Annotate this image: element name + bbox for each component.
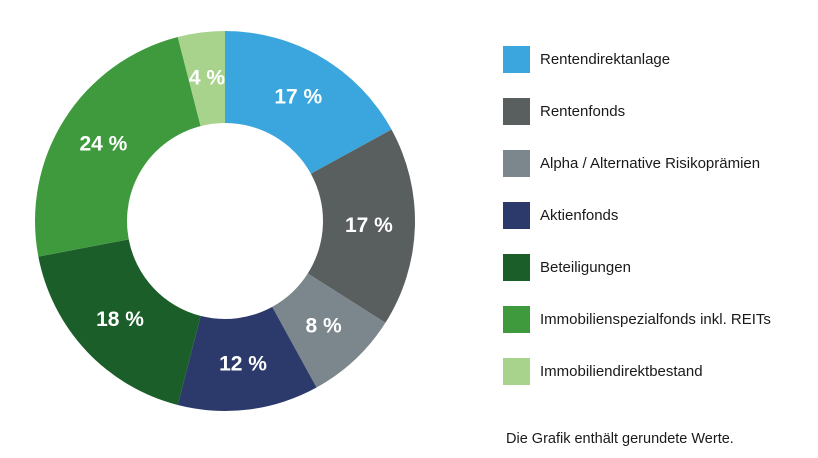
legend-label: Rentenfonds (540, 102, 626, 120)
legend-swatch (503, 97, 530, 125)
legend-label: Aktienfonds (540, 206, 619, 224)
donut-slice (38, 239, 201, 406)
legend-label: Beteiligungen (540, 258, 631, 276)
slice-value-label: 12 % (219, 352, 267, 375)
legend-label: Rentendirektanlage (540, 50, 671, 68)
chart-footnote: Die Grafik enthält gerundete Werte. (506, 431, 734, 447)
donut-slice (225, 31, 392, 174)
slice-value-label: 8 % (305, 314, 342, 337)
donut-slices (34, 31, 416, 411)
legend-swatch (503, 201, 530, 229)
legend-item: Immobilienspezialfonds inkl. REITs (503, 305, 771, 333)
legend-label: Immobilienspezialfonds inkl. REITs (540, 310, 771, 328)
slice-value-label: 17 % (345, 214, 393, 237)
slice-labels: 17 % 17 % 8 % 12 % 18 % 24 % 4 % (79, 67, 393, 376)
slice-value-label: 4 % (189, 67, 226, 90)
donut-slice (177, 31, 225, 127)
legend-item: Beteiligungen (503, 253, 631, 281)
donut-slice (307, 129, 416, 323)
legend-item: Rentendirektanlage (503, 45, 670, 73)
legend-item: Aktienfonds (503, 201, 618, 229)
legend-swatch (503, 253, 530, 281)
legend-label: Alpha / Alternative Risikoprämien (540, 154, 761, 172)
legend-swatch (503, 357, 530, 385)
donut-slice (34, 36, 201, 257)
legend-swatch (503, 305, 530, 333)
donut-slice (272, 273, 386, 388)
legend-label: Immobiliendirektbestand (540, 362, 703, 380)
legend-swatch (503, 45, 530, 73)
legend-item: Alpha / Alternative Risikoprämien (503, 149, 760, 177)
slice-value-label: 17 % (274, 86, 322, 109)
slice-value-label: 18 % (96, 308, 144, 331)
legend-swatch (503, 149, 530, 177)
slice-value-label: 24 % (79, 132, 127, 155)
legend-item: Immobiliendirektbestand (503, 357, 703, 385)
donut-slice (177, 306, 317, 411)
legend-item: Rentenfonds (503, 97, 625, 125)
